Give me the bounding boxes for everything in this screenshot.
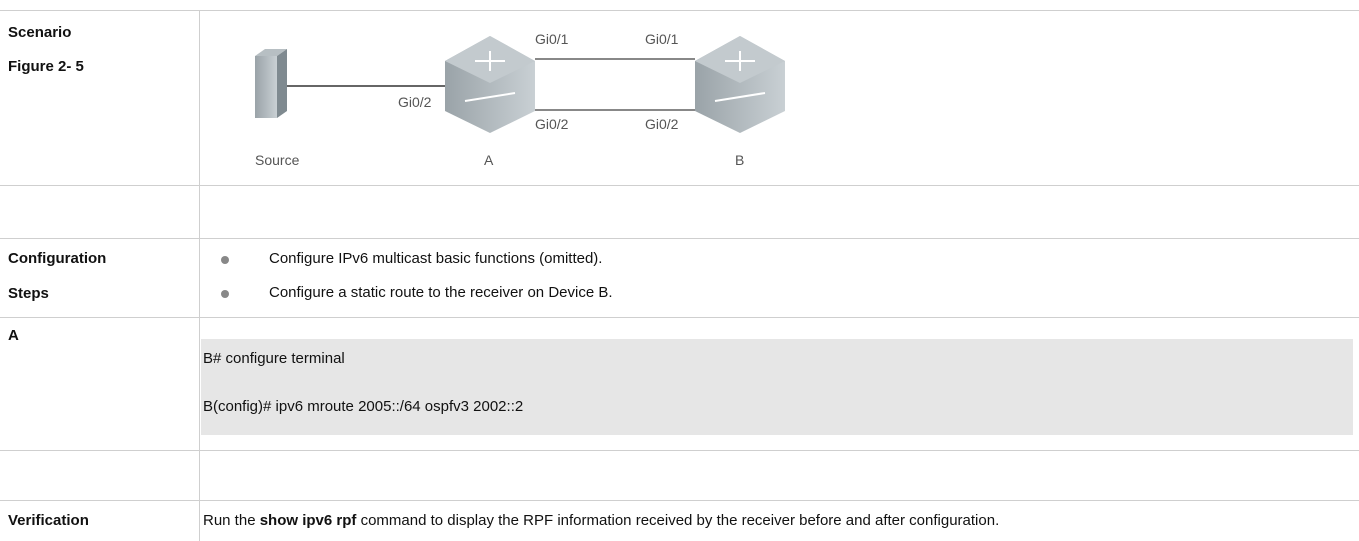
topology-diagram: Gi0/1 Gi0/1 Gi0/2 Gi0/2 Gi0/2 Source A B [255, 31, 785, 168]
row-border [0, 238, 1359, 239]
port-label: Gi0/1 [645, 31, 679, 47]
node-label: A [484, 152, 494, 168]
paragraph: Run the show ipv6 rpf command to display… [203, 512, 999, 529]
code-block [201, 339, 1353, 435]
row-label: A [8, 327, 19, 344]
code-line: B# configure terminal [203, 350, 345, 367]
row-border [0, 317, 1359, 318]
bullet [221, 256, 229, 264]
row-label: Configuration [8, 250, 107, 267]
row-border [0, 10, 1359, 11]
switch-icon [695, 36, 785, 133]
node-label: Source [255, 152, 300, 168]
node-label: B [735, 152, 744, 168]
port-label: Gi0/1 [535, 31, 569, 47]
figure-label: Figure 2- 5 [8, 58, 84, 75]
server-icon [255, 49, 287, 118]
row-border [0, 185, 1359, 186]
row-label: Verification [8, 512, 89, 529]
text: Run the [203, 512, 260, 529]
port-label: Gi0/2 [645, 116, 679, 132]
row-label: Steps [8, 285, 49, 302]
bullet-text: Configure IPv6 multicast basic functions… [269, 250, 603, 267]
row-border [0, 500, 1359, 501]
row-label: Scenario [8, 24, 72, 41]
switch-icon [445, 36, 535, 133]
bullet [221, 290, 229, 298]
row-border [0, 450, 1359, 451]
port-label: Gi0/2 [535, 116, 569, 132]
code-line: B(config)# ipv6 mroute 2005::/64 ospfv3 … [203, 398, 524, 415]
bullet-text: Configure a static route to the receiver… [269, 284, 613, 301]
command: show ipv6 rpf [259, 512, 357, 529]
text: command to display the RPF information r… [356, 512, 1000, 529]
port-label: Gi0/2 [398, 94, 432, 110]
column-border [199, 10, 200, 541]
